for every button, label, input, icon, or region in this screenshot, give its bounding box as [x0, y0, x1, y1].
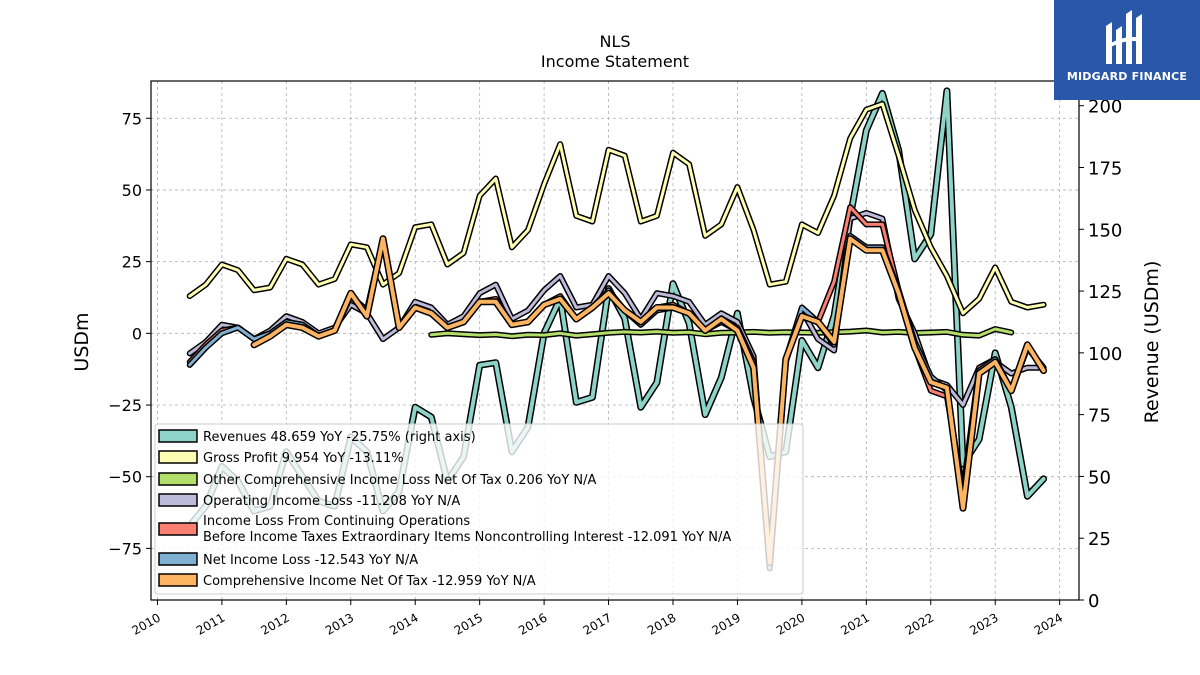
legend-label: Gross Profit 9.954 YoY -13.11%	[203, 451, 404, 466]
midgard-logo-icon	[1106, 10, 1142, 64]
chart-subtitle: Income Statement	[541, 52, 689, 71]
legend-label: Operating Income Loss -11.208 YoY N/A	[203, 494, 460, 509]
legend-swatch	[158, 493, 198, 507]
legend-swatch	[158, 472, 198, 486]
legend-label: Before Income Taxes Extraordinary Items …	[203, 530, 731, 545]
legend: Revenues 48.659 YoY -25.75% (right axis)…	[154, 423, 804, 595]
logo-text: MIDGARD FINANCE	[1066, 70, 1188, 83]
y-tick-label-right: 75	[1088, 406, 1111, 427]
y-tick-label: −50	[108, 468, 142, 487]
legend-swatch	[158, 450, 198, 464]
y-tick-label-right: 0	[1088, 591, 1099, 612]
series-lines	[186, 87, 1048, 572]
brand-logo: MIDGARD FINANCE	[1054, 0, 1200, 100]
legend-swatch	[158, 573, 198, 587]
series-1	[186, 100, 1047, 317]
series-6	[250, 235, 1048, 567]
legend-label: Revenues 48.659 YoY -25.75% (right axis)	[203, 430, 476, 445]
legend-box	[154, 423, 804, 595]
y-tick-label-right: 150	[1088, 220, 1122, 241]
y-tick-label: 50	[122, 181, 142, 200]
y-tick-label-right: 175	[1088, 159, 1122, 180]
y-tick-label-right: 200	[1088, 97, 1122, 118]
y-tick-label-right: 25	[1088, 529, 1111, 550]
legend-swatch	[158, 522, 198, 536]
y-axis-label-right: Revenue (USDm)	[1141, 261, 1163, 424]
plot-frame	[150, 80, 1080, 601]
y-tick-label: −75	[108, 539, 142, 558]
y-tick-label-right: 50	[1088, 467, 1111, 488]
y-tick-label-right: 125	[1088, 282, 1122, 303]
y-axis-label: USDm	[71, 312, 93, 371]
y-tick-label: 75	[122, 109, 142, 128]
legend-label: Comprehensive Income Net Of Tax -12.959 …	[203, 574, 536, 589]
series-line	[252, 236, 1046, 565]
chart-title: NLS	[599, 32, 630, 51]
legend-label: Income Loss From Continuing Operations	[203, 514, 470, 529]
y-tick-label-right: 100	[1088, 344, 1122, 365]
y-tick-label: −25	[108, 396, 142, 415]
legend-label: Other Comprehensive Income Loss Net Of T…	[203, 473, 597, 488]
legend-label: Net Income Loss -12.543 YoY N/A	[203, 553, 418, 568]
legend-swatch	[158, 552, 198, 566]
y-tick-label: 25	[122, 253, 142, 272]
series-line	[188, 102, 1046, 315]
y-tick-label: 0	[132, 324, 142, 343]
legend-swatch	[158, 429, 198, 443]
